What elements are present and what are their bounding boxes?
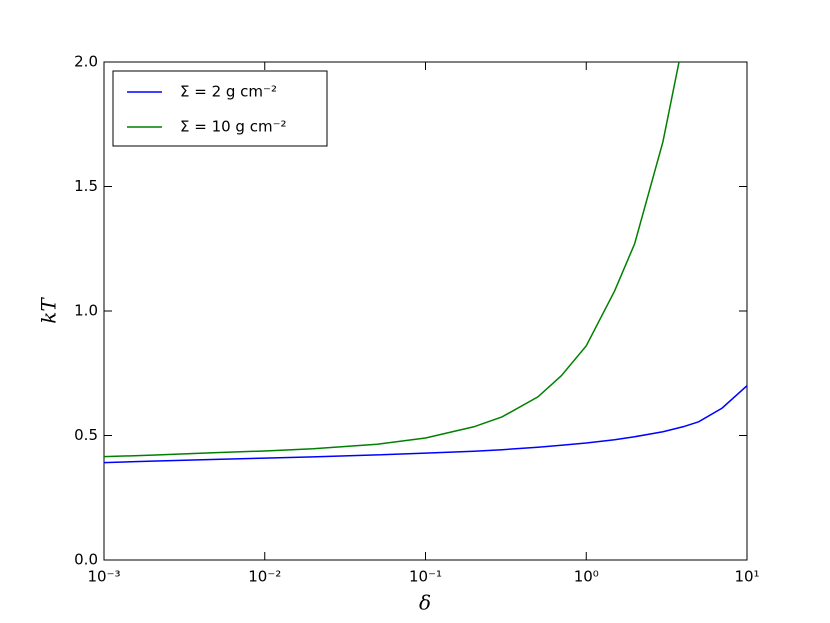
series-line: [104, 62, 680, 458]
x-tick-label: 10⁻¹: [409, 568, 442, 586]
x-tick-label: 10¹: [734, 568, 759, 586]
x-tick-label: 10⁰: [574, 568, 599, 586]
legend-label: Σ = 10 g cm⁻²: [180, 118, 287, 136]
y-tick-label: 2.0: [74, 53, 98, 71]
x-tick-label: 10⁻³: [87, 568, 120, 586]
y-axis-label: kT: [37, 297, 61, 324]
legend-label: Σ = 2 g cm⁻²: [180, 83, 277, 101]
y-tick-label: 0.0: [74, 551, 98, 569]
y-tick-label: 0.5: [74, 426, 98, 444]
x-tick-label: 10⁻²: [248, 568, 281, 586]
x-axis-label: δ: [419, 591, 431, 615]
series-line: [104, 385, 747, 464]
legend-box: [112, 70, 328, 147]
lines: [104, 62, 747, 464]
y-tick-label: 1.0: [74, 302, 98, 320]
y-tick-label: 1.5: [74, 177, 98, 195]
